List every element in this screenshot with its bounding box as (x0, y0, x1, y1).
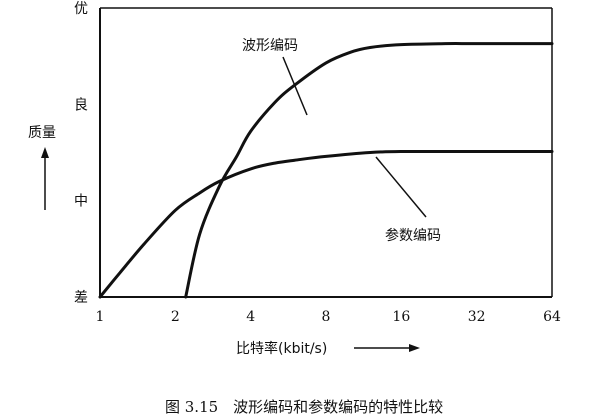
x-axis-label-group: 比特率(kbit/s) (236, 340, 420, 357)
figure-caption: 图 3.15 波形编码和参数编码的特性比较 (165, 398, 443, 416)
series-line-parametric-coding (98, 149, 554, 299)
x-tick-label: 32 (468, 309, 486, 325)
x-tick-label: 16 (392, 309, 410, 325)
y-axis-label-group: 质量 (28, 125, 56, 210)
x-tick-label: 4 (246, 309, 255, 325)
x-tick-label: 1 (96, 309, 105, 325)
annotation-waveform-leader (282, 56, 308, 116)
series-line-waveform-coding (184, 42, 554, 299)
y-tick-label: 良 (74, 97, 88, 113)
y-tick-label: 优 (74, 1, 88, 17)
x-axis-label: 比特率(kbit/s) (236, 340, 327, 357)
annotation-parametric-leader (375, 156, 427, 218)
x-tick-label: 8 (322, 309, 331, 325)
y-axis-arrowhead (41, 147, 49, 158)
y-tick-label: 差 (74, 290, 88, 306)
x-axis-arrowhead (409, 344, 420, 352)
annotation-waveform: 波形编码 (242, 38, 298, 54)
annotation-parametric: 参数编码 (385, 227, 441, 244)
x-tick-labels: 1 2 4 8 16 32 64 (96, 309, 561, 325)
x-tick-label: 64 (543, 309, 561, 325)
series-layer (98, 42, 554, 299)
x-tick-label: 2 (171, 309, 180, 325)
series-annotations: 波形编码 参数编码 (242, 38, 441, 244)
y-axis-label: 质量 (28, 125, 56, 141)
y-tick-label: 中 (74, 194, 88, 210)
plot-frame (99, 7, 553, 298)
